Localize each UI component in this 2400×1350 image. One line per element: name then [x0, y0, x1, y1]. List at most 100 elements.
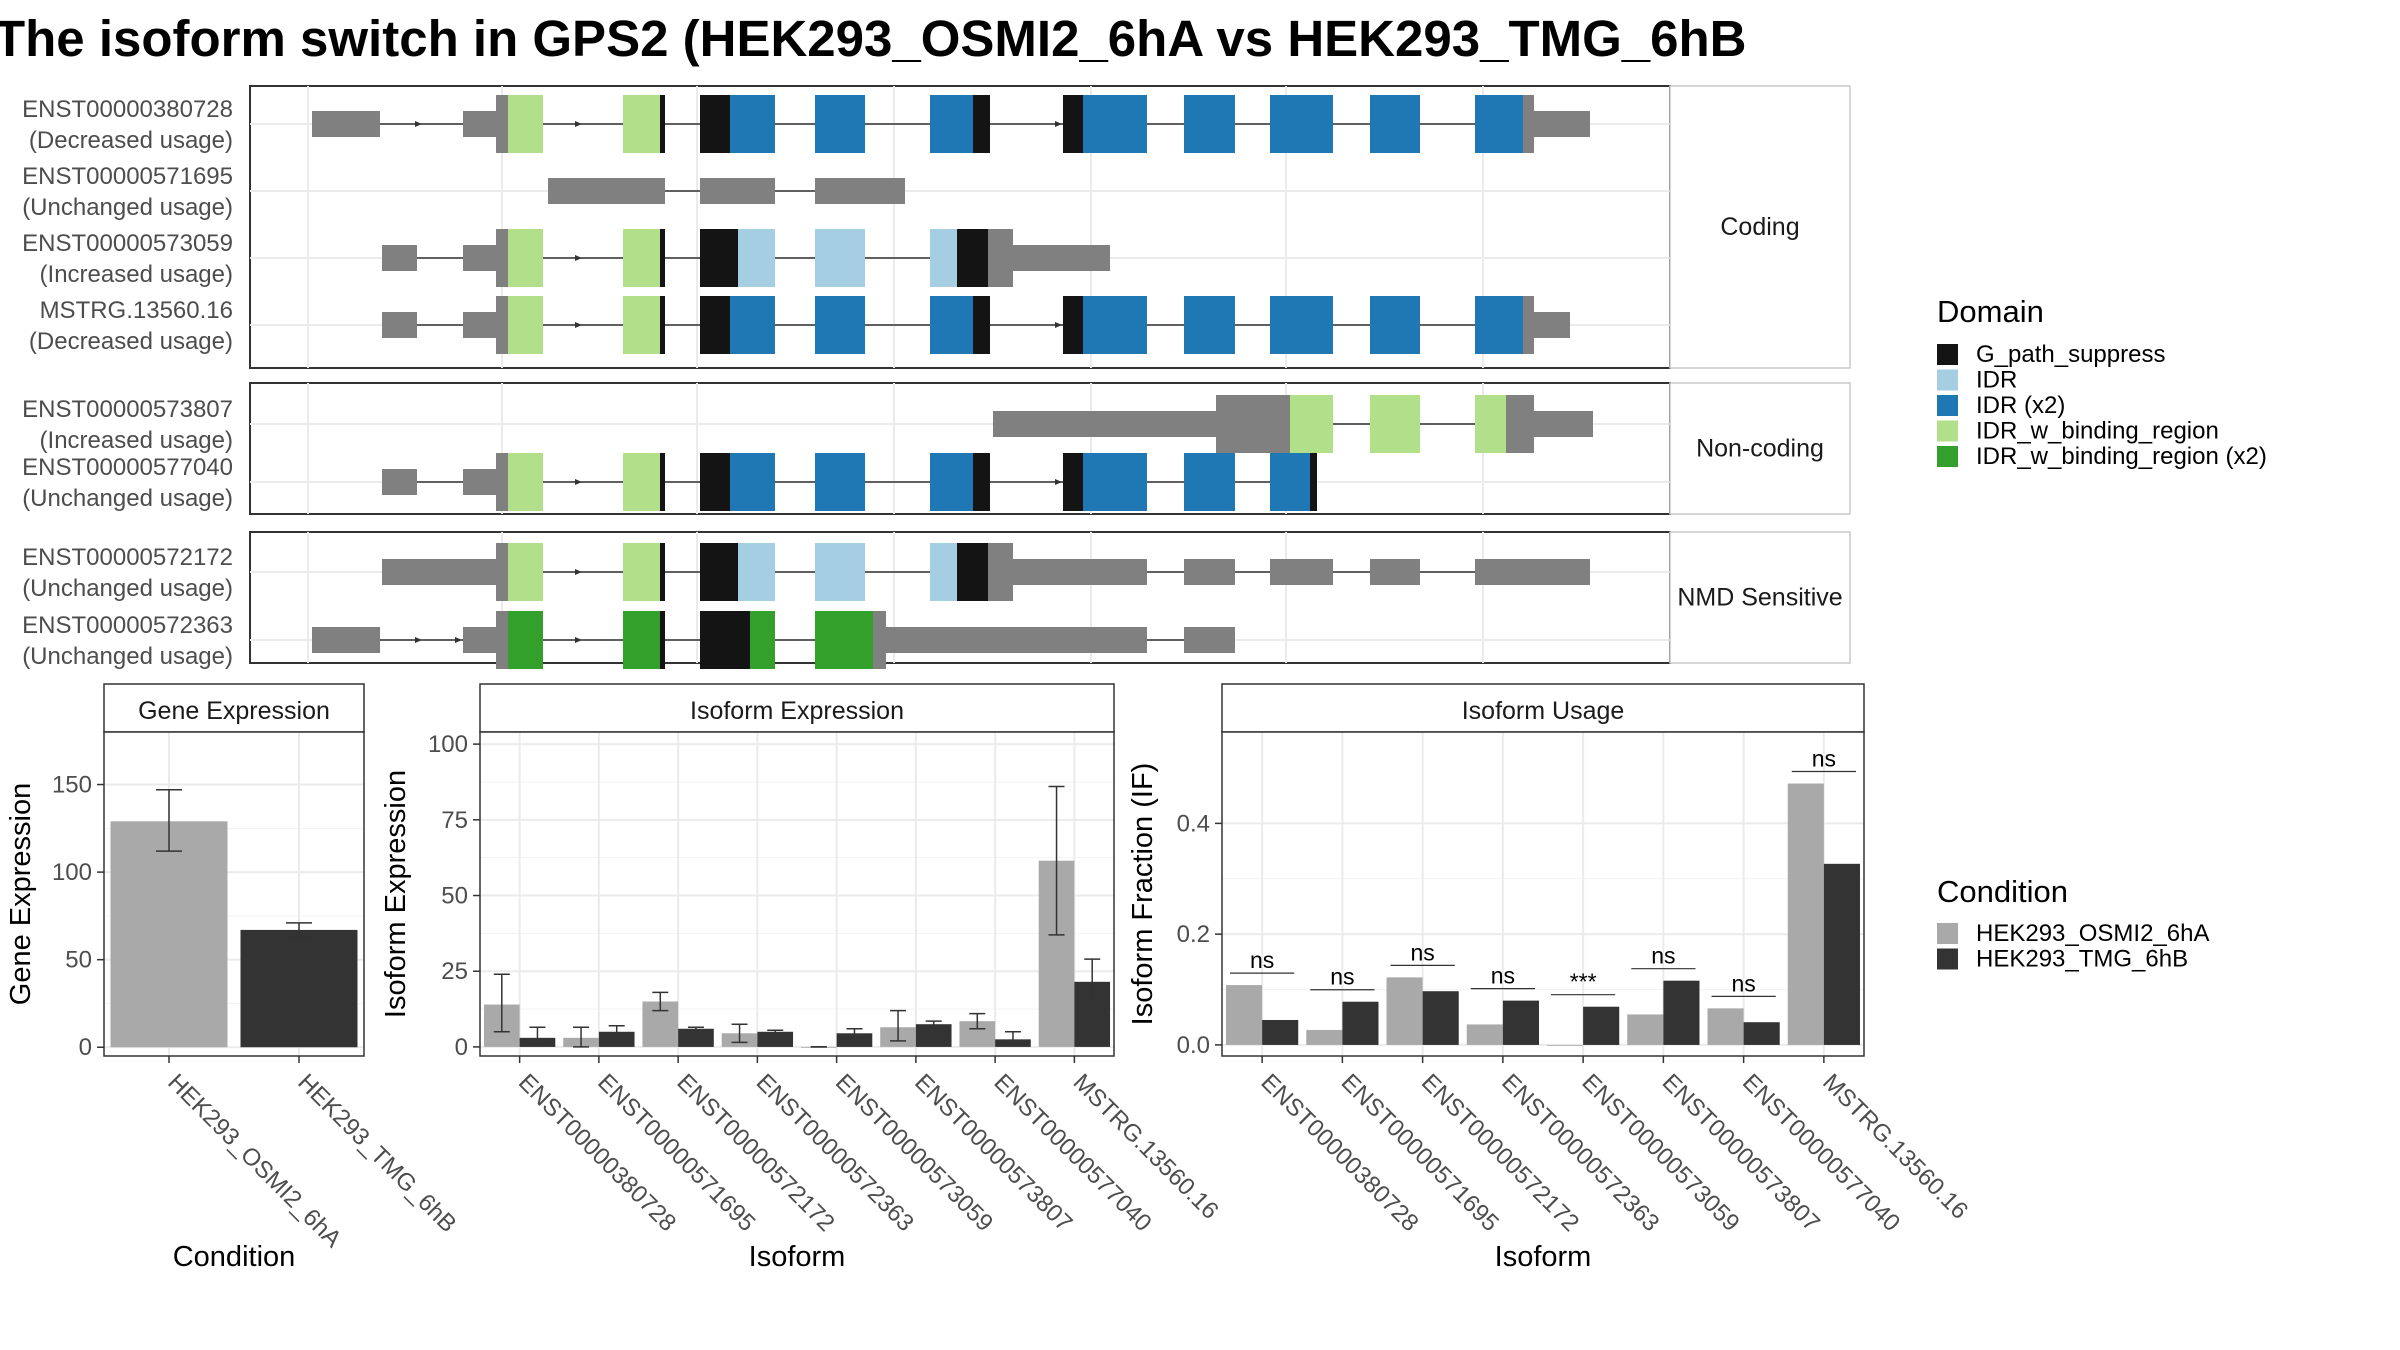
strand-arrow [575, 255, 582, 261]
transcript-id: ENST00000572172 [22, 544, 233, 571]
strand-arrow [575, 121, 582, 127]
y-tick-label: 75 [441, 807, 468, 834]
transcript-id: ENST00000577040 [22, 454, 233, 481]
exon-segment [508, 543, 543, 601]
exon-segment [886, 627, 1147, 653]
domain-legend-swatch [1937, 446, 1958, 467]
y-axis-title: Isoform Expression [380, 770, 412, 1018]
strand-arrow [575, 479, 582, 485]
domain-legend-label: IDR [1976, 367, 2017, 394]
exon-segment [463, 312, 496, 338]
significance-label: ns [1250, 947, 1274, 973]
transcript-id: ENST00000571695 [22, 163, 233, 190]
domain-legend-swatch [1937, 344, 1958, 365]
structure-group-nmd-sensitive: NMD Sensitive ENST00000572172 (Unchanged u… [22, 531, 1851, 670]
domain-legend-label: IDR_w_binding_region [1976, 418, 2219, 445]
exon-segment [623, 611, 660, 669]
domain-legend-swatch [1937, 395, 1958, 416]
exon-segment [463, 469, 496, 495]
exon-segment [930, 543, 957, 601]
bar [240, 929, 358, 1048]
bar [678, 1028, 714, 1047]
bar [1787, 783, 1824, 1045]
exon-segment [496, 95, 508, 153]
exon-segment [993, 411, 1216, 437]
y-tick-label: 25 [441, 958, 468, 985]
exon-segment [623, 95, 660, 153]
exon-segment [508, 229, 543, 287]
strip-box [1669, 85, 1851, 369]
exon-segment [815, 543, 865, 601]
strand-arrow [1055, 121, 1062, 127]
exon-segment [730, 95, 775, 153]
exon-segment [463, 245, 496, 271]
exon-segment [1216, 395, 1290, 453]
transcript-id: ENST00000572363 [22, 612, 233, 639]
x-tick-label: ENST00000380728 [1256, 1069, 1424, 1237]
transcript-row: ENST00000573807 (Increased usage) [22, 395, 1593, 454]
exon-segment [700, 611, 750, 669]
exon-segment [1534, 312, 1570, 338]
exon-segment [1534, 411, 1593, 437]
exon-segment [957, 543, 988, 601]
domain-legend-swatch [1937, 369, 1958, 391]
domain-legend-swatch [1937, 420, 1958, 442]
chart-title: Gene Expression [138, 697, 330, 725]
exon-segment [496, 543, 508, 601]
exon-segment [1184, 627, 1235, 653]
strip-box [1669, 531, 1851, 664]
structure-group-non-coding: Non-coding ENST00000573807 (Increased usag… [22, 382, 1851, 515]
x-axis-title: Condition [173, 1241, 296, 1273]
exon-segment [660, 95, 665, 153]
bar [1422, 991, 1459, 1045]
exon-segment [660, 611, 665, 669]
transcript-id: MSTRG.13560.16 [40, 297, 233, 324]
transcript-row: ENST00000380728 (Decreased usage) [22, 95, 1590, 154]
strand-arrow [575, 322, 582, 328]
strip-label: NMD Sensitive [1677, 584, 1842, 612]
x-axis-title: Isoform [749, 1241, 846, 1273]
exon-segment [700, 296, 730, 354]
exon-segment [1063, 453, 1083, 511]
exon-segment [1270, 95, 1333, 153]
transcript-usage: (Unchanged usage) [22, 485, 233, 512]
exon-segment [1184, 453, 1235, 511]
condition-legend-swatch [1937, 948, 1958, 970]
exon-segment [463, 111, 496, 137]
y-tick-label: 150 [52, 772, 92, 799]
bar [1823, 863, 1860, 1045]
exon-segment [815, 95, 865, 153]
x-tick-label: ENST00000572363 [1496, 1069, 1664, 1237]
y-tick-label: 0 [79, 1034, 92, 1061]
exon-segment [496, 296, 508, 354]
exon-segment [1523, 296, 1534, 354]
exon-segment [957, 229, 988, 287]
domain-legend-label: IDR_w_binding_region (x2) [1976, 443, 2267, 470]
x-tick-label: ENST00000571695 [1336, 1069, 1504, 1237]
plot-area [1222, 732, 1864, 1056]
exon-segment [988, 229, 1013, 287]
exon-segment [815, 178, 905, 204]
chart-title: Isoform Expression [690, 697, 904, 725]
plot-area [480, 732, 1114, 1056]
chart-title: Isoform Usage [1462, 697, 1625, 725]
bar [1386, 977, 1423, 1045]
exon-segment [700, 229, 738, 287]
exon-segment [815, 611, 873, 669]
exon-segment [973, 95, 990, 153]
exon-segment [660, 453, 665, 511]
bar [1627, 1014, 1664, 1045]
exon-segment [1184, 296, 1235, 354]
chart-isoform-expression: Isoform Expression 0 25 50 75 100 ENST00000380… [380, 683, 1224, 1273]
exon-segment [1083, 296, 1147, 354]
exon-segment [1506, 395, 1534, 453]
x-tick-label: ENST00000380728 [513, 1069, 681, 1237]
exon-segment [700, 95, 730, 153]
bar [915, 1024, 952, 1047]
domain-legend-label: G_path_suppress [1976, 341, 2165, 368]
exon-segment [1475, 559, 1590, 585]
exon-segment [508, 95, 543, 153]
bar [1502, 1000, 1539, 1045]
